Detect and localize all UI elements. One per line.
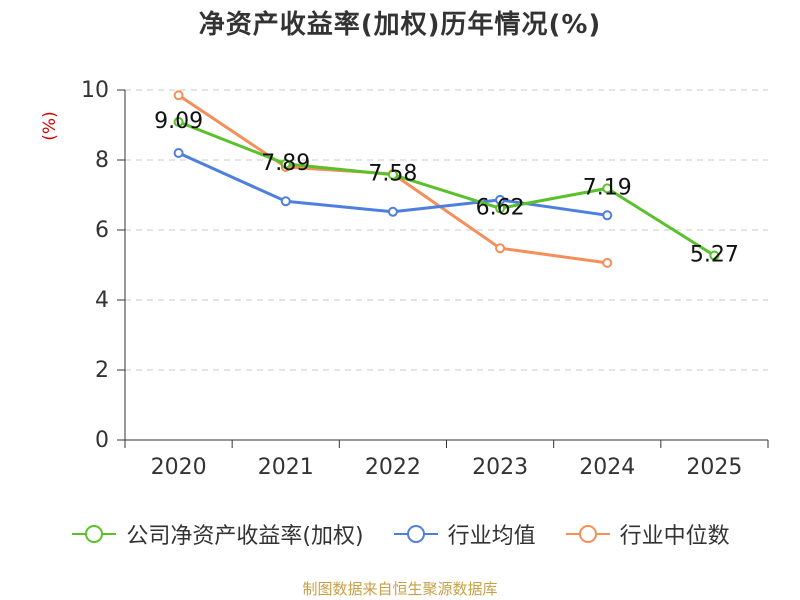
data-label-company-roe-2020: 9.09 bbox=[154, 109, 203, 134]
legend: 公司净资产收益率(加权) 行业均值 行业中位数 bbox=[0, 518, 800, 550]
y-tick-label-6: 6 bbox=[95, 218, 109, 243]
chart-title: 净资产收益率(加权)历年情况(%) bbox=[198, 10, 602, 40]
point-company-roe-2025 bbox=[709, 250, 720, 261]
point-company-roe-2020 bbox=[173, 116, 184, 127]
legend-item-industry-median[interactable]: 行业中位数 bbox=[564, 518, 730, 550]
point-industry-mean-2020 bbox=[173, 148, 184, 158]
y-tick-label-4: 4 bbox=[95, 288, 109, 313]
x-tick-label-2022: 2022 bbox=[365, 455, 421, 480]
legend-item-industry-mean[interactable]: 行业均值 bbox=[392, 518, 536, 550]
legend-label-industry-median: 行业中位数 bbox=[619, 524, 730, 549]
point-industry-median-2023 bbox=[495, 243, 506, 254]
x-tick-label-2024: 2024 bbox=[579, 455, 635, 480]
legend-label-industry-mean: 行业均值 bbox=[447, 524, 536, 549]
x-tick-label-2020: 2020 bbox=[151, 455, 207, 480]
point-industry-mean-2021 bbox=[280, 196, 291, 207]
y-tick-label-2: 2 bbox=[95, 358, 109, 383]
point-company-roe-2021 bbox=[280, 158, 291, 169]
point-industry-median-2024 bbox=[602, 257, 613, 268]
data-label-company-roe-2024: 7.19 bbox=[583, 175, 632, 200]
y-tick-label-10: 10 bbox=[81, 78, 109, 103]
y-tick-label-0: 0 bbox=[95, 428, 109, 453]
point-company-roe-2023 bbox=[495, 203, 506, 214]
legend-label-company-roe: 公司净资产收益率(加权) bbox=[126, 524, 364, 549]
data-label-company-roe-2025: 5.27 bbox=[690, 243, 739, 268]
data-label-company-roe-2022: 7.58 bbox=[368, 162, 417, 187]
point-industry-mean-2022 bbox=[387, 206, 398, 217]
legend-marker-company-roe bbox=[72, 525, 117, 543]
y-tick-label-8: 8 bbox=[95, 148, 109, 173]
legend-marker-industry-median bbox=[565, 525, 610, 543]
series-line-company-roe bbox=[178, 120, 716, 257]
point-company-roe-2024 bbox=[602, 183, 613, 194]
data-label-company-roe-2023: 6.62 bbox=[476, 195, 525, 220]
source-note: 制图数据来自恒生聚源数据库 bbox=[302, 580, 498, 598]
legend-item-company-roe[interactable]: 公司净资产收益率(加权) bbox=[70, 518, 364, 550]
data-label-company-roe-2021: 7.89 bbox=[261, 151, 310, 176]
point-company-roe-2022 bbox=[387, 169, 398, 180]
x-tick-label-2025: 2025 bbox=[686, 455, 742, 480]
legend-marker-industry-mean bbox=[393, 525, 438, 543]
point-industry-median-2020 bbox=[173, 90, 184, 101]
x-tick-label-2021: 2021 bbox=[258, 455, 314, 480]
x-tick-label-2023: 2023 bbox=[472, 455, 528, 480]
point-industry-mean-2024 bbox=[602, 210, 613, 221]
